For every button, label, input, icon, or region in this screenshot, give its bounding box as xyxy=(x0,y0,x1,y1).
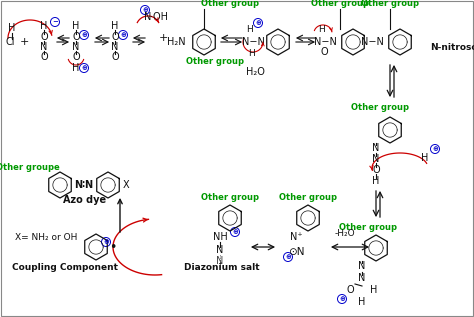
Text: -H₂O: -H₂O xyxy=(335,229,356,237)
Text: O: O xyxy=(111,52,119,62)
Text: ·OH: ·OH xyxy=(150,12,168,22)
Text: ⊙N: ⊙N xyxy=(288,247,304,257)
Text: ⊕: ⊕ xyxy=(432,146,438,152)
Text: N∶N: N∶N xyxy=(74,180,93,190)
Text: N: N xyxy=(73,42,80,52)
Text: O: O xyxy=(72,52,80,62)
Text: H: H xyxy=(421,153,428,163)
Text: Other group: Other group xyxy=(279,193,337,203)
Text: Other group: Other group xyxy=(361,0,419,9)
Text: O: O xyxy=(72,32,80,42)
Text: ⊕: ⊕ xyxy=(232,229,238,235)
Text: N: N xyxy=(372,154,380,164)
Text: ⊕: ⊕ xyxy=(339,296,345,302)
Text: H: H xyxy=(73,21,80,31)
Text: Azo dye: Azo dye xyxy=(64,195,107,205)
Text: N: N xyxy=(216,245,224,255)
Text: N−N: N−N xyxy=(314,37,337,47)
Text: H: H xyxy=(372,176,380,186)
Text: •: • xyxy=(109,241,117,254)
Text: O: O xyxy=(346,285,354,295)
Text: Other group: Other group xyxy=(186,57,244,67)
Text: ⊕: ⊕ xyxy=(103,239,109,245)
Text: N−N: N−N xyxy=(242,37,264,47)
Text: O: O xyxy=(40,52,48,62)
Text: H: H xyxy=(40,21,48,31)
Text: N−N: N−N xyxy=(361,37,383,47)
Text: ⊕: ⊕ xyxy=(142,7,148,13)
Text: ⊕: ⊕ xyxy=(81,65,87,71)
Text: O: O xyxy=(320,47,328,57)
Text: H₂N: H₂N xyxy=(167,37,185,47)
Text: N: N xyxy=(358,261,365,271)
Text: +: + xyxy=(158,33,168,43)
Text: X: X xyxy=(123,180,129,190)
Text: H: H xyxy=(246,25,254,35)
Text: Other group: Other group xyxy=(351,103,409,113)
Text: Other group: Other group xyxy=(311,0,369,9)
Text: H: H xyxy=(73,63,80,73)
Text: ⊕: ⊕ xyxy=(120,32,126,38)
Text: Other groupe: Other groupe xyxy=(0,164,60,172)
Text: Cl: Cl xyxy=(5,37,15,47)
Text: N: N xyxy=(216,256,224,266)
Text: ⊕: ⊕ xyxy=(285,254,291,260)
Text: H: H xyxy=(111,21,118,31)
Text: H: H xyxy=(319,25,325,35)
Text: N-nitrosoamine: N-nitrosoamine xyxy=(430,43,474,53)
Text: Other group: Other group xyxy=(339,223,397,232)
Text: O: O xyxy=(372,165,380,175)
Text: ⊕: ⊕ xyxy=(255,20,261,26)
Text: Coupling Component: Coupling Component xyxy=(12,263,118,273)
Text: +: + xyxy=(19,37,29,47)
Text: N: N xyxy=(144,12,152,22)
Text: H: H xyxy=(370,285,378,295)
Text: NH: NH xyxy=(213,232,228,242)
Text: H: H xyxy=(249,49,255,57)
Text: N: N xyxy=(358,273,365,283)
Text: O: O xyxy=(40,32,48,42)
Text: Other group: Other group xyxy=(201,0,259,9)
Text: Diazonium salt: Diazonium salt xyxy=(184,263,260,273)
Text: H: H xyxy=(9,23,16,33)
Text: ⊕: ⊕ xyxy=(81,32,87,38)
Text: N: N xyxy=(372,143,380,153)
Text: N⁺: N⁺ xyxy=(290,232,302,242)
Text: −: − xyxy=(52,19,58,25)
Text: X= NH₂ or OH: X= NH₂ or OH xyxy=(15,234,77,243)
Text: O: O xyxy=(111,32,119,42)
Text: N: N xyxy=(111,42,118,52)
Text: H₂O: H₂O xyxy=(246,67,264,77)
Text: Other group: Other group xyxy=(201,193,259,203)
Text: H: H xyxy=(358,297,365,307)
Text: N: N xyxy=(40,42,48,52)
